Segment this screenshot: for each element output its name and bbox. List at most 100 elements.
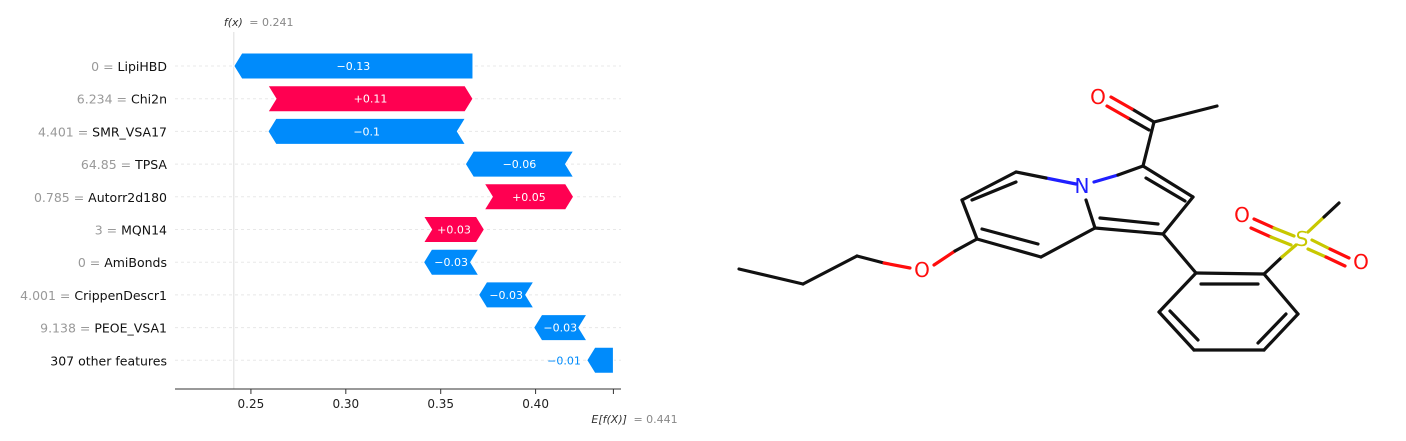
expected-value-label: E[f(X)] [591,413,627,426]
contribution-bar [267,85,474,113]
contribution-bars: −0.13 +0.11 −0.1 −0.06 +0.05 +0.03 −0.03 −0.03 −… [233,52,614,374]
feature-name: LipiHBD [118,59,167,74]
feature-labels: 0 = LipiHBD 6.234 = Chi2n 4.401 = SMR_VSA1… [20,59,167,368]
feature-value: 0 = [78,255,104,270]
feature-label: 3 = MQN14 [95,223,167,238]
atom-o-sulfonyl-lower: O [1353,250,1369,274]
feature-value: 4.401 = [38,124,92,139]
feature-value: 9.138 = [40,321,94,336]
contribution-label: +0.05 [512,191,546,204]
contribution-label: −0.1 [353,125,380,138]
bond [970,180,1018,202]
bond [1157,271,1198,314]
bond [1098,216,1160,226]
contribution-bar [233,52,474,80]
contribution-label: +0.11 [354,93,388,106]
contribution-bar [422,216,485,243]
feature-value: 64.85 = [81,157,135,172]
bond [975,237,1043,259]
bond [1109,95,1134,111]
bond [1157,310,1196,352]
atom-n: N [1075,174,1090,198]
bond [1014,170,1048,180]
feature-label: 307 other features [50,353,167,368]
bond [1272,226,1296,238]
x-tick-label: 0.25 [238,397,265,411]
bond [1262,255,1284,276]
contribution-bar [423,248,480,276]
bond [801,254,859,286]
bond [882,261,912,270]
feature-value: 3 = [95,223,121,238]
feature-value: 6.234 = [77,92,131,107]
bond [1130,107,1156,124]
bond [960,170,1018,202]
feature-name: MQN14 [121,223,167,238]
bond [1252,217,1276,230]
bond [1328,247,1351,260]
expected-value-annotation: E[f(X)] = 0.441 [591,413,677,426]
bond [1152,104,1219,124]
waterfall-chart: −0.13 +0.11 −0.1 −0.06 +0.05 +0.03 −0.03 −0.03 −… [20,16,678,426]
bond [1044,176,1078,186]
bond [1105,104,1130,120]
contribution-label: −0.03 [543,322,577,335]
expected-value-value: = 0.441 [633,413,677,426]
bond [1161,232,1198,275]
bond [953,237,979,253]
feature-name: Chi2n [131,92,167,107]
molecule-structure: O N O S O O [737,85,1369,352]
x-axis-ticks: 0.25 0.30 0.35 0.40 [238,389,614,411]
feature-name: AmiBonds [104,255,167,270]
contribution-label: −0.01 [547,354,581,367]
bond [1324,255,1347,268]
fx-value: = 0.241 [249,16,293,29]
bond [980,227,1040,246]
bond [1322,201,1341,219]
feature-value: 0 = [91,59,117,74]
feature-value: 4.001 = [20,288,74,303]
feature-label: 64.85 = TPSA [81,157,168,172]
feature-label: 0 = AmiBonds [78,255,167,270]
contribution-label: −0.03 [489,289,523,302]
bond [1116,164,1145,177]
feature-name: SMR_VSA17 [92,124,167,139]
bond [1039,226,1097,259]
bond [737,267,805,286]
bond [1194,271,1266,276]
contribution-label: −0.03 [434,256,468,269]
feature-label: 0.785 = Autorr2d180 [34,190,167,205]
bond [1093,226,1165,236]
bond [1141,120,1156,168]
feature-label: 6.234 = Chi2n [77,92,167,107]
bond [1256,312,1288,345]
feature-name: Autorr2d180 [88,190,167,205]
fx-label: f(x) [224,16,243,29]
bond [1280,243,1298,259]
contribution-bar [478,281,535,309]
feature-name: TPSA [134,157,167,172]
feature-name: PEOE_VSA1 [94,321,167,336]
bond [1141,164,1195,199]
contribution-bar [533,314,588,342]
bond [1084,198,1097,230]
atom-o-sulfonyl-upper: O [1234,203,1250,227]
contribution-bar [483,183,575,211]
bond [1262,272,1300,316]
feature-name: CrippenDescr1 [74,288,167,303]
feature-label: 9.138 = PEOE_VSA1 [40,321,167,336]
bond [1168,309,1200,342]
x-tick-label: 0.35 [427,397,454,411]
fx-annotation: f(x) = 0.241 [224,16,294,29]
bond [1262,312,1300,352]
bond [1161,195,1195,236]
contribution-label: +0.03 [437,224,471,237]
contribution-bar [464,150,575,178]
bond [1249,226,1273,239]
bond [960,198,979,241]
bond [1144,176,1187,203]
feature-label: 0 = LipiHBD [91,59,167,74]
contribution-label: −0.06 [503,158,537,171]
bond [1092,173,1120,184]
